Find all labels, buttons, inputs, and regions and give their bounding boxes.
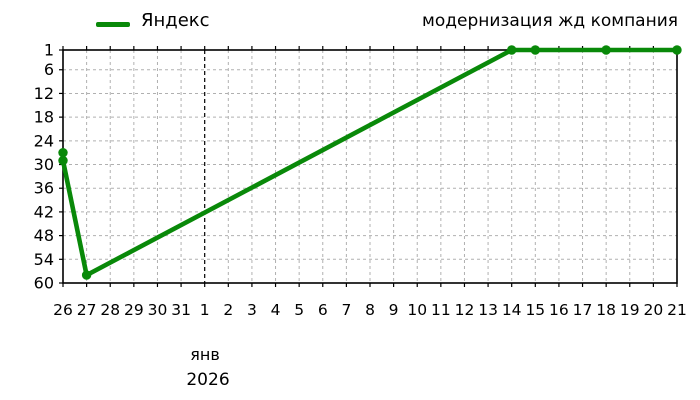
x-tick-label: 11 [431,301,451,319]
x-tick-label: 13 [478,301,498,319]
x-tick-label: 17 [573,301,593,319]
x-tick-label: 2 [223,301,233,319]
legend-series-label: Яндекс [141,10,210,31]
x-tick-label: 26 [53,301,73,319]
x-tick-label: 14 [502,301,522,319]
x-tick-label: 5 [294,301,304,319]
y-tick-label: 48 [34,226,54,245]
legend-line-swatch [96,22,130,27]
data-point-marker [81,270,92,280]
x-tick-label: 21 [667,301,687,319]
y-tick-label: 1 [44,41,54,60]
x-axis-month-label: янв [190,345,220,364]
x-tick-label: 16 [549,301,569,319]
y-tick-label: 42 [34,202,54,221]
y-tick-label: 18 [34,108,54,127]
data-point-marker [530,45,541,55]
x-tick-label: 10 [407,301,427,319]
x-tick-label: 9 [389,301,399,319]
x-tick-label: 31 [171,301,191,319]
data-point-marker [672,45,682,55]
x-tick-label: 7 [341,301,351,319]
x-tick-label: 19 [620,301,640,319]
x-tick-label: 8 [365,301,375,319]
query-title: модернизация жд компания [422,11,678,31]
x-tick-label: 20 [644,301,664,319]
y-tick-label: 6 [44,60,54,79]
x-tick-label: 15 [525,301,545,319]
data-point-marker [601,45,611,55]
x-tick-label: 6 [318,301,328,319]
data-point-marker [506,45,517,55]
series-line-Яндекс [60,47,680,278]
x-tick-label: 4 [271,301,281,319]
x-tick-label: 3 [247,301,257,319]
data-point-marker [58,147,68,158]
y-tick-label: 36 [34,179,54,198]
data-point-marker [58,155,68,166]
y-tick-label: 54 [34,250,54,269]
x-axis-year-label: 2026 [186,370,230,390]
y-tick-label: 12 [34,84,54,103]
x-tick-label: 29 [124,301,144,319]
y-tick-label: 60 [34,274,54,293]
y-tick-label: 30 [34,155,54,174]
x-tick-label: 30 [148,301,168,319]
x-tick-label: 1 [200,301,210,319]
y-tick-label: 24 [34,131,54,150]
x-tick-label: 27 [77,301,97,319]
x-tick-label: 28 [100,301,120,319]
x-tick-label: 18 [596,301,616,319]
x-tick-label: 12 [455,301,475,319]
